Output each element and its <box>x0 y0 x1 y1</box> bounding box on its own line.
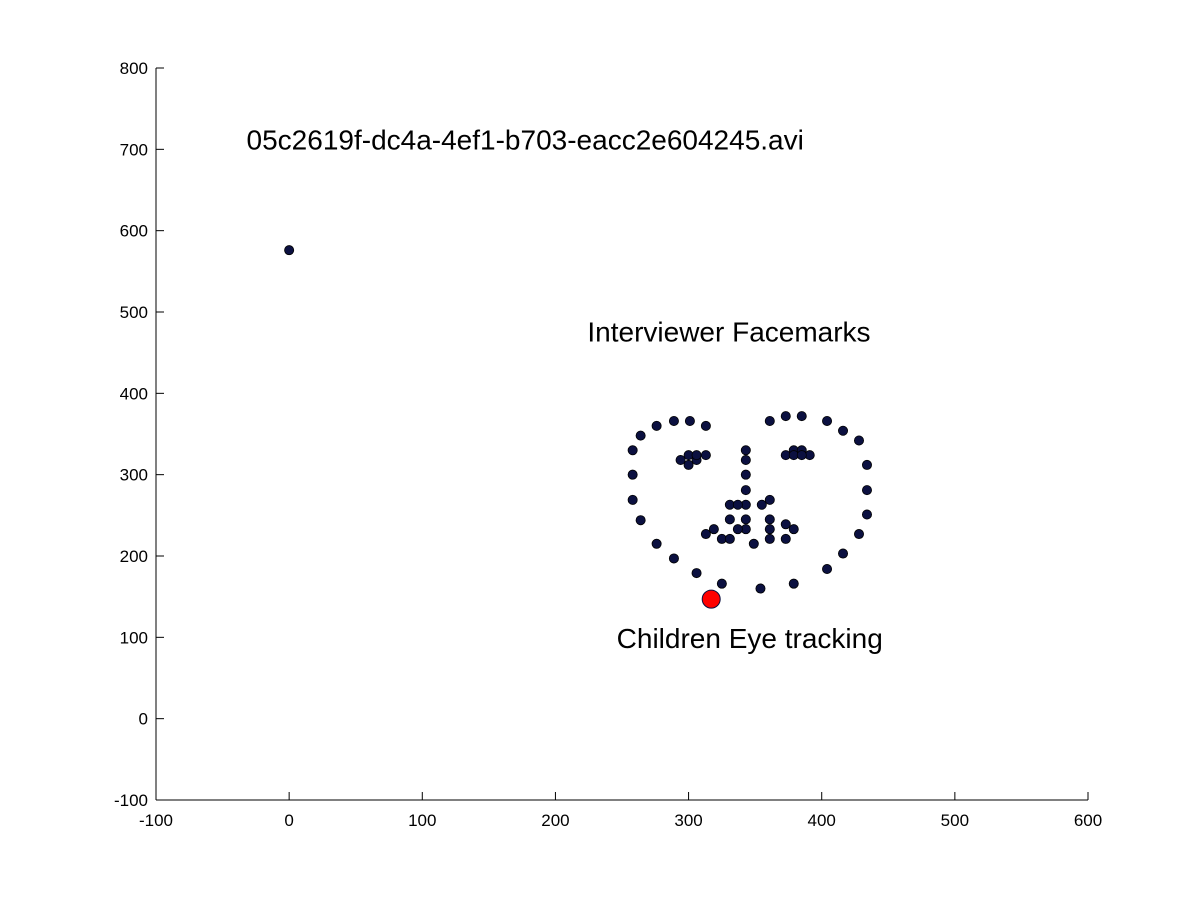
y-tick-label: 500 <box>120 303 148 322</box>
facemark-point <box>796 411 807 422</box>
facemark-point <box>668 553 679 564</box>
facemark-point <box>748 538 759 549</box>
facemark-point <box>683 459 694 470</box>
facemark-point <box>691 450 702 461</box>
facemark-point <box>651 538 662 549</box>
facemark-point <box>853 529 864 540</box>
facemark-point <box>668 415 679 426</box>
facemark-point <box>764 494 775 505</box>
facemark-point <box>284 245 295 256</box>
axes <box>155 68 1088 801</box>
facemark-point <box>732 524 743 535</box>
eye-tracking-point <box>701 589 721 609</box>
facemark-point <box>675 455 686 466</box>
facemark-point <box>635 430 646 441</box>
x-tick-label: 500 <box>941 811 969 830</box>
facemark-point <box>780 411 791 422</box>
facemark-point <box>861 485 872 496</box>
data-points <box>284 245 872 609</box>
facemark-point <box>716 578 727 589</box>
facemark-point <box>700 450 711 461</box>
facemark-point <box>732 499 743 510</box>
facemark-point <box>740 445 751 456</box>
x-tick-label: 0 <box>284 811 293 830</box>
y-tick-label: 600 <box>120 222 148 241</box>
facemark-point <box>780 519 791 530</box>
y-tick-label: -100 <box>114 791 148 810</box>
x-tick-label: 300 <box>674 811 702 830</box>
x-tick-label: -100 <box>139 811 173 830</box>
x-tick-label: 400 <box>808 811 836 830</box>
y-tick-label: 200 <box>120 547 148 566</box>
facemark-point <box>740 469 751 480</box>
facemark-point <box>691 568 702 579</box>
facemark-point <box>822 564 833 575</box>
facemark-point <box>861 509 872 520</box>
facemark-point <box>780 533 791 544</box>
facemark-point <box>764 533 775 544</box>
facemark-point <box>788 524 799 535</box>
facemark-point <box>651 420 662 431</box>
facemark-point <box>740 514 751 525</box>
facemark-point <box>635 515 646 526</box>
facemark-point <box>627 445 638 456</box>
facemark-point <box>861 459 872 470</box>
facemark-point <box>756 499 767 510</box>
y-tick-label: 100 <box>120 628 148 647</box>
y-tick-label: 300 <box>120 466 148 485</box>
facemark-point <box>838 425 849 436</box>
facemark-point <box>627 494 638 505</box>
facemark-point <box>700 420 711 431</box>
facemark-point <box>684 415 695 426</box>
y-tick-label: 800 <box>120 59 148 78</box>
y-tick-label: 700 <box>120 140 148 159</box>
y-tick-label: 400 <box>120 384 148 403</box>
facemark-point <box>788 578 799 589</box>
annotation-group: 05c2619f-dc4a-4ef1-b703-eacc2e604245.avi… <box>247 124 883 654</box>
facemark-point <box>853 435 864 446</box>
facemark-point <box>764 415 775 426</box>
facemark-point <box>755 583 766 594</box>
facemark-point <box>764 524 775 535</box>
eye-label-annotation: Children Eye tracking <box>617 623 883 654</box>
y-tick-label: 0 <box>139 710 148 729</box>
facemarks-label-annotation: Interviewer Facemarks <box>587 316 870 347</box>
facemark-point <box>700 529 711 540</box>
x-tick-label: 100 <box>408 811 436 830</box>
facemark-point <box>724 514 735 525</box>
tick-group: -100 0 100 200 300 400 500 600 -100 0 100 200 300 400… <box>114 59 1102 830</box>
facemark-point <box>740 485 751 496</box>
facemark-point <box>838 548 849 559</box>
filename-annotation: 05c2619f-dc4a-4ef1-b703-eacc2e604245.avi <box>247 124 804 155</box>
facemark-point <box>708 524 719 535</box>
facemark-point <box>627 469 638 480</box>
x-tick-label: 200 <box>541 811 569 830</box>
facemark-point <box>740 455 751 466</box>
facemark-point <box>822 415 833 426</box>
facemark-point <box>796 450 807 461</box>
facemark-point <box>724 533 735 544</box>
facemark-point <box>764 514 775 525</box>
x-tick-label: 600 <box>1074 811 1102 830</box>
